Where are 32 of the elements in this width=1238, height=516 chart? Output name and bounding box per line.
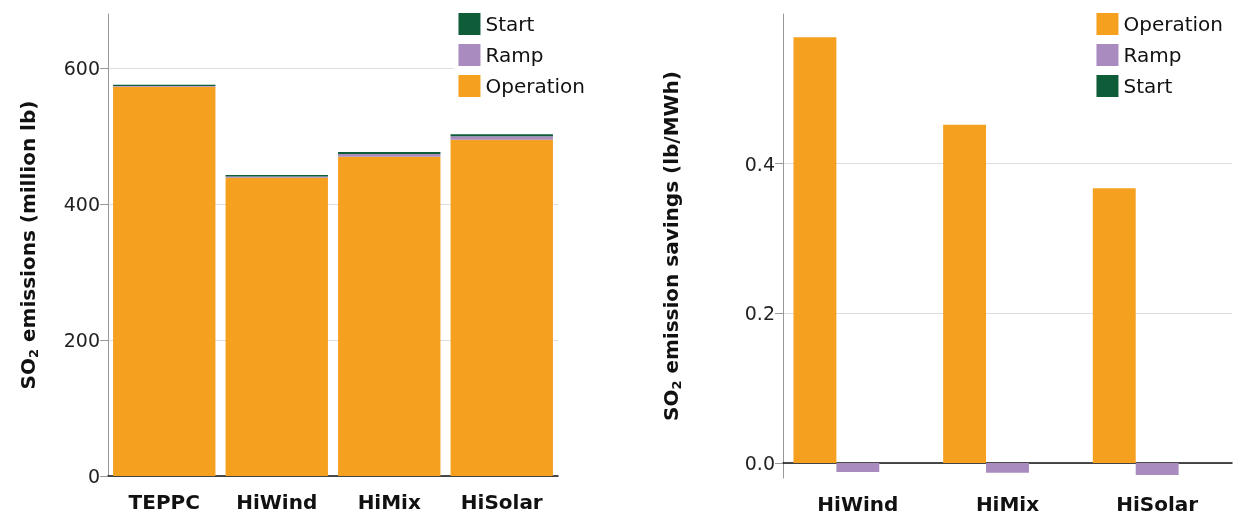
bar [450, 139, 553, 476]
y-tick-label: 0 [87, 465, 100, 487]
bar [836, 463, 880, 473]
x-tick-label: HiSolar [460, 490, 543, 514]
bar [1092, 188, 1136, 464]
bar [338, 156, 441, 476]
x-tick-label: HiSolar [1116, 492, 1199, 516]
bar [986, 463, 1029, 473]
legend-label: Operation [1123, 12, 1223, 36]
bar [943, 124, 987, 464]
x-tick-label: TEPPC [128, 490, 200, 514]
legend-label: Ramp [485, 43, 544, 67]
legend-label: Ramp [1123, 43, 1182, 67]
legend-label: Operation [485, 74, 585, 98]
y-axis-title: SO2 emission savings (lb/MWh) [658, 71, 684, 421]
x-tick-label: HiMix [357, 490, 421, 514]
y-tick-label: 0.0 [744, 452, 775, 475]
bar [793, 37, 837, 464]
y-tick-label: 600 [63, 57, 100, 80]
bar [225, 177, 328, 476]
y-tick-label: 200 [63, 329, 100, 352]
legend-label: Start [485, 12, 535, 36]
x-tick-label: HiWind [236, 490, 318, 514]
bar [113, 86, 216, 476]
y-tick-label: 400 [63, 193, 100, 216]
x-tick-label: HiWind [817, 492, 899, 516]
legend-label: Start [1123, 74, 1173, 98]
bar [1135, 463, 1179, 476]
x-tick-label: HiMix [975, 492, 1040, 516]
y-tick-label: 0.4 [744, 152, 775, 175]
y-axis-title: SO2 emissions (million lb) [15, 100, 41, 390]
y-tick-label: 0.2 [744, 302, 775, 325]
